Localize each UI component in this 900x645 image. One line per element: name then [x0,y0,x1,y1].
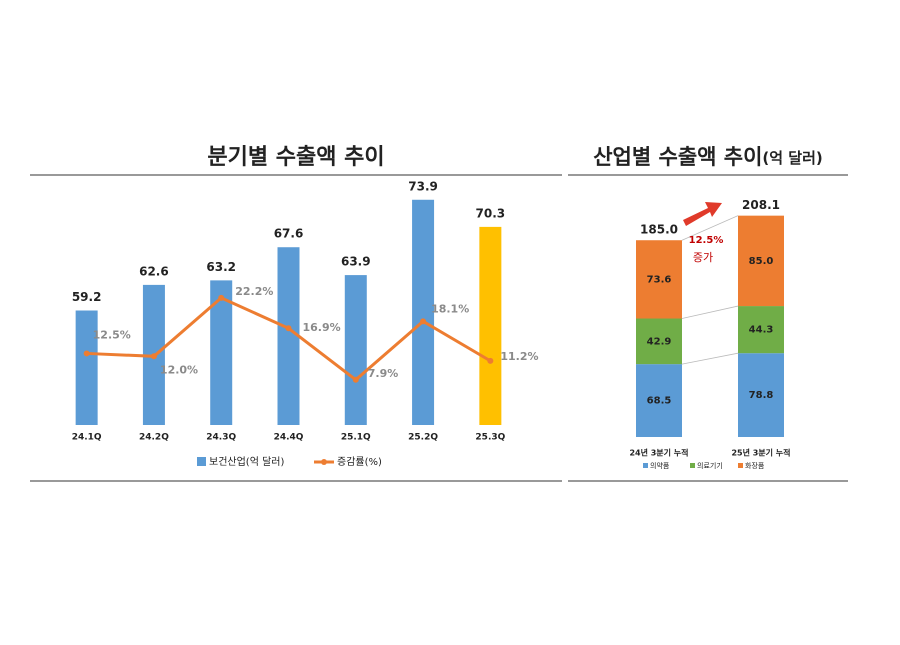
line-label: 16.9% [303,321,341,334]
legend-label: 의료기기 [697,461,723,470]
x-tick-label: 24년 3분기 누적 [629,448,688,458]
bar [277,247,300,425]
chart-title-main: 산업별 수출액 추이 [593,145,762,169]
legend-swatch [197,457,206,466]
chart-title: 산업별 수출액 추이(억 달러) [593,145,823,169]
legend-swatch [738,463,743,468]
line-point [352,376,359,383]
segment-label: 78.8 [749,390,774,401]
bar-label: 73.9 [408,179,438,193]
line-point [420,318,427,325]
segment-label: 44.3 [749,325,774,336]
legend-label: 의약품 [650,461,670,470]
x-tick-label: 25.1Q [341,433,371,443]
annotation-note: 증가 [693,251,713,264]
line-point [83,350,90,357]
x-tick-label: 25.3Q [475,433,505,443]
bar [210,280,233,425]
bar-label: 67.6 [274,227,304,241]
legend-dot [321,459,327,465]
bar-segment [636,364,682,437]
legend-label: 보건산업(억 달러) [209,455,284,468]
segment-label: 73.6 [647,274,672,285]
bar [412,199,435,425]
bar [75,310,98,425]
legend-label: 증감률(%) [337,456,382,468]
bar-segment [738,306,784,354]
chart-title: 분기별 수출액 추이 [207,145,384,170]
bar [479,226,502,425]
x-tick-label: 24.3Q [206,433,236,443]
connector [681,305,739,319]
annotation: 12.5% [689,235,724,246]
line-label: 22.2% [235,285,273,298]
bar [344,275,367,425]
line-label: 12.0% [160,363,198,376]
x-tick-label: 24.2Q [139,433,169,443]
bar-label: 62.6 [139,264,169,278]
bar-segment [738,215,784,307]
bar-label: 70.3 [476,206,506,220]
line-label: 12.5% [93,328,131,341]
chart-title-unit: (억 달러) [762,149,822,167]
segment-label: 68.5 [647,396,672,407]
x-tick-label: 24.4Q [274,433,304,443]
bar-label: 63.9 [341,255,371,269]
legend-swatch [690,463,695,468]
x-tick-label: 24.1Q [72,433,102,443]
bar-label: 63.2 [206,260,236,274]
segment-label: 85.0 [749,256,774,267]
line-point [150,353,157,360]
line-label: 11.2% [500,350,538,363]
line-point [218,294,225,301]
connector [681,352,739,365]
legend-swatch [643,463,648,468]
bar-label: 59.2 [72,290,102,304]
connector [681,215,739,241]
line-point [285,325,292,332]
line-label: 7.9% [368,367,399,380]
total-label: 185.0 [640,223,678,237]
line-label: 18.1% [431,302,469,315]
bar-segment [636,240,682,319]
line-point [487,357,494,364]
x-tick-label: 25.2Q [408,433,438,443]
legend-label: 화장품 [745,461,765,470]
bar-segment [738,353,784,437]
total-label: 208.1 [742,198,780,212]
arrow [683,202,722,226]
x-tick-label: 25년 3분기 누적 [731,448,790,458]
segment-label: 42.9 [647,336,672,347]
bar-segment [636,318,682,365]
